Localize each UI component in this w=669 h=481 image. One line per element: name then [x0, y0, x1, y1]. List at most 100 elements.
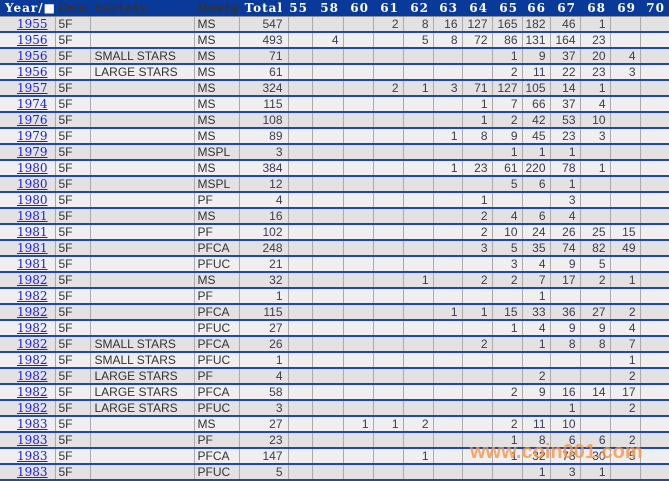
grade-cell-63	[433, 336, 463, 353]
grade-cell-66: 1	[522, 288, 551, 305]
year-link[interactable]: 1956	[16, 49, 48, 63]
table-row: 1976 5F MS 108 1 2 42 53 10	[0, 112, 669, 129]
grade-cell-58	[312, 160, 344, 177]
desig-cell: PFUC	[194, 256, 240, 273]
grade-cell-65	[492, 352, 523, 369]
year-link[interactable]: 1979	[16, 145, 48, 159]
year-link[interactable]: 1982	[16, 369, 48, 383]
year-link[interactable]: 1983	[16, 465, 48, 479]
grade-cell-70	[640, 96, 669, 113]
variety-cell	[90, 144, 195, 161]
grade-cell-61	[373, 32, 404, 49]
year-link[interactable]: 1955	[16, 16, 48, 31]
year-link[interactable]: 1982	[16, 337, 48, 351]
column-header-grade-69: 69	[610, 0, 640, 17]
year-link[interactable]: 1981	[16, 241, 48, 255]
den-cell: 5F	[55, 64, 91, 81]
grade-cell-60	[343, 448, 374, 465]
grade-cell-63	[433, 208, 463, 225]
year-link[interactable]: 1983	[16, 417, 48, 431]
grade-cell-63	[433, 432, 463, 449]
grade-cell-68: 27	[580, 304, 611, 321]
grade-cell-66: 35	[522, 240, 551, 257]
grade-cell-69	[610, 112, 641, 129]
year-link[interactable]: 1982	[16, 305, 48, 319]
grade-cell-60	[343, 112, 374, 129]
desig-cell: MS	[194, 160, 240, 177]
year-link[interactable]: 1981	[16, 225, 48, 239]
grade-cell-58	[312, 176, 344, 193]
grade-cell-55	[288, 48, 313, 65]
grade-cell-69: 2	[610, 304, 641, 321]
grade-cell-67: 9	[550, 320, 581, 337]
grade-cell-67: 37	[550, 48, 581, 65]
grade-cell-69: 5	[610, 448, 641, 465]
table-row: 1982 5F SMALL STARS PFUC 1 1	[0, 352, 669, 369]
year-link[interactable]: 1957	[16, 81, 48, 95]
variety-cell	[90, 128, 195, 145]
grade-cell-67: 3	[550, 192, 581, 209]
year-link[interactable]: 1980	[16, 161, 48, 175]
year-link[interactable]: 1982	[16, 401, 48, 415]
grade-cell-64: 8	[462, 128, 493, 145]
grade-cell-62	[403, 112, 434, 129]
year-link[interactable]: 1980	[16, 193, 48, 207]
column-header-grade-64: 64	[462, 0, 492, 17]
grade-cell-66: 182	[522, 16, 551, 33]
grade-cell-64	[462, 288, 493, 305]
year-link[interactable]: 1982	[16, 385, 48, 399]
grade-cell-64: 2	[462, 336, 493, 353]
year-link[interactable]: 1956	[16, 65, 48, 79]
year-link[interactable]: 1982	[16, 273, 48, 287]
grade-cell-58	[312, 80, 344, 97]
grade-cell-67: 46	[550, 16, 581, 33]
variety-cell: SMALL STARS	[90, 48, 195, 65]
year-link[interactable]: 1974	[16, 97, 48, 111]
desig-cell: PFUC	[194, 464, 240, 481]
year-link[interactable]: 1982	[16, 289, 48, 303]
grade-cell-65	[492, 192, 523, 209]
desig-cell: MS	[194, 32, 240, 49]
year-link[interactable]: 1956	[16, 33, 48, 47]
grade-cell-55	[288, 256, 313, 273]
grade-cell-67: 74	[550, 240, 581, 257]
variety-cell	[90, 176, 195, 193]
grade-cell-65: 1	[492, 432, 523, 449]
grade-cell-55	[288, 336, 313, 353]
column-header-grade-66: 66	[522, 0, 550, 17]
year-link[interactable]: 1982	[16, 321, 48, 335]
grade-cell-60: 1	[343, 416, 374, 433]
year-link[interactable]: 1983	[16, 449, 48, 463]
grade-cell-64: 2	[462, 208, 493, 225]
year-link[interactable]: 1983	[16, 433, 48, 447]
grade-cell-63	[433, 384, 463, 401]
grade-cell-55	[288, 288, 313, 305]
year-link[interactable]: 1982	[16, 353, 48, 367]
total-cell: 1	[239, 352, 289, 369]
year-cell: 1981	[0, 224, 56, 241]
grade-cell-61	[373, 272, 404, 289]
year-cell: 1981	[0, 240, 56, 257]
year-cell: 1982	[0, 352, 56, 369]
desig-cell: PFCA	[194, 240, 240, 257]
total-cell: 61	[239, 64, 289, 81]
desig-cell: MS	[194, 128, 240, 145]
total-cell: 3	[239, 400, 289, 417]
grade-cell-62	[403, 432, 434, 449]
year-link[interactable]: 1981	[16, 257, 48, 271]
grade-cell-60	[343, 256, 374, 273]
grade-cell-65: 7	[492, 96, 523, 113]
grade-cell-68: 1	[580, 464, 611, 481]
year-link[interactable]: 1979	[16, 129, 48, 143]
year-cell: 1982	[0, 384, 56, 401]
grade-cell-67: 23	[550, 128, 581, 145]
total-cell: 3	[239, 144, 289, 161]
grade-cell-68: 6	[580, 432, 611, 449]
year-link[interactable]: 1981	[16, 209, 48, 223]
year-link[interactable]: 1980	[16, 177, 48, 191]
year-link[interactable]: 1976	[16, 113, 48, 127]
desig-cell: MSPL	[194, 176, 240, 193]
grade-cell-68: 1	[580, 160, 611, 177]
grade-cell-60	[343, 176, 374, 193]
grade-cell-70	[640, 224, 669, 241]
